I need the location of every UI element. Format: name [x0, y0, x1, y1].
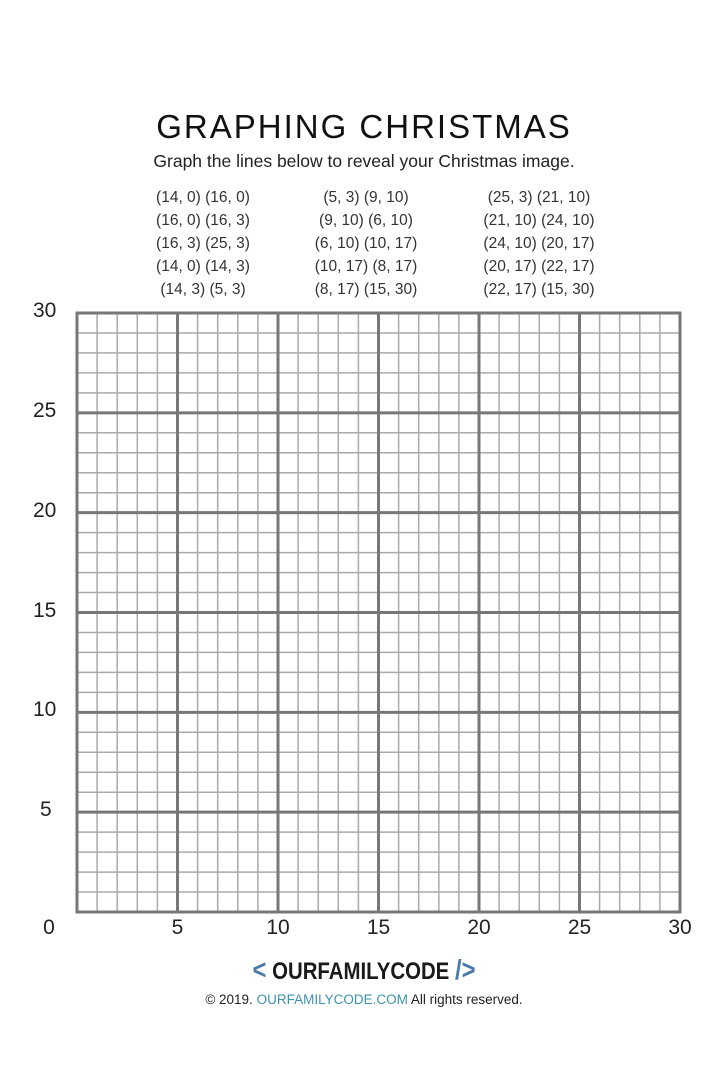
segment: (25, 3) (21, 10): [487, 189, 591, 206]
x-tick-label: 25: [567, 916, 592, 939]
y-tick-label: 15: [33, 598, 57, 622]
segment: (14, 0) (16, 0): [156, 189, 250, 206]
x-tick-label: 0: [43, 916, 55, 939]
logo-bracket-left: <: [252, 954, 267, 985]
segment: (14, 0) (14, 3): [156, 258, 250, 275]
y-tick-label: 5: [40, 798, 52, 822]
segment: (14, 3) (5, 3): [160, 281, 246, 298]
segment-column-1: (14, 0) (16, 0) (16, 0) (16, 3) (16, 3) …: [103, 186, 303, 301]
page-title: GRAPHING CHRISTMAS: [156, 108, 572, 145]
segment: (16, 3) (25, 3): [156, 235, 250, 252]
segment-column-3: (25, 3) (21, 10) (21, 10) (24, 10) (24, …: [439, 186, 639, 301]
segment: (21, 10) (24, 10): [483, 212, 595, 229]
x-tick-label: 10: [266, 916, 290, 939]
brand-logo: < OURFAMILYCODE />: [55, 954, 674, 986]
x-tick-label: 30: [668, 916, 692, 939]
website-link[interactable]: OURFAMILYCODE.COM: [256, 992, 408, 1007]
copyright: © 2019. OURFAMILYCODE.COM All rights res…: [0, 992, 728, 1007]
segment: (16, 0) (16, 3): [156, 212, 250, 229]
y-tick-label: 20: [33, 498, 57, 522]
y-tick-label: 30: [33, 299, 57, 322]
segment: (5, 3) (9, 10): [323, 189, 409, 206]
x-tick-label: 20: [467, 916, 491, 939]
logo-text: OURFAMILYCODE: [272, 958, 450, 985]
segment: (24, 10) (20, 17): [483, 235, 595, 252]
segment: (22, 17) (15, 30): [483, 281, 595, 298]
segment: (10, 17) (8, 17): [314, 258, 418, 275]
copyright-suffix: All rights reserved.: [410, 992, 523, 1007]
segment: (9, 10) (6, 10): [319, 212, 413, 229]
y-tick-label: 10: [33, 698, 57, 722]
instructions: Graph the lines below to reveal your Chr…: [153, 151, 575, 171]
segment-column-2: (5, 3) (9, 10) (9, 10) (6, 10) (6, 10) (…: [266, 186, 466, 301]
logo-bracket-right: />: [454, 954, 476, 985]
x-tick-label: 15: [366, 916, 391, 939]
segment: (6, 10) (10, 17): [314, 235, 418, 252]
segment: (8, 17) (15, 30): [314, 281, 418, 298]
copyright-prefix: © 2019.: [205, 992, 253, 1007]
x-tick-label: 5: [171, 916, 184, 939]
y-tick-label: 25: [33, 398, 57, 422]
segment: (20, 17) (22, 17): [483, 258, 595, 275]
